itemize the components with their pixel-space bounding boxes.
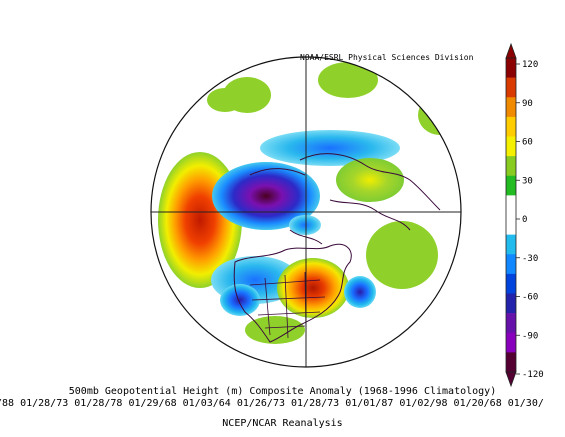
colorbar: 120 90 60 30 0 -30 -60 -90 -120 bbox=[505, 42, 544, 388]
colorbar-frame bbox=[505, 57, 517, 373]
colorbar-tick-label: -90 bbox=[522, 331, 538, 341]
anomaly-purple-siberia bbox=[212, 162, 320, 230]
colorbar-tick-label: -60 bbox=[522, 293, 538, 303]
composite-dates: /88 01/28/73 01/28/78 01/29/68 01/03/64 … bbox=[0, 398, 544, 409]
colorbar-cell bbox=[506, 313, 516, 334]
hemisphere-outline bbox=[150, 56, 462, 368]
colorbar-cell bbox=[506, 77, 516, 98]
colorbar-cell bbox=[506, 58, 516, 78]
colorbar-tick-label: -30 bbox=[522, 254, 538, 264]
colorbar-cell bbox=[506, 156, 516, 177]
colorbar-cell bbox=[506, 215, 516, 235]
anomaly-red-east-america bbox=[277, 258, 349, 318]
colorbar-cell bbox=[506, 97, 516, 118]
colorbar-cell bbox=[506, 273, 516, 294]
anomaly-green-north bbox=[318, 62, 378, 98]
coastlines bbox=[233, 153, 441, 343]
colorbar-tick-label: 0 bbox=[522, 215, 527, 225]
colorbar-bottom-arrow bbox=[505, 371, 517, 388]
colorbar-tick-label: 90 bbox=[522, 99, 533, 109]
graticule bbox=[151, 57, 461, 367]
anomaly-blue-atlantic bbox=[344, 276, 376, 308]
figure-title: 500mb Geopotential Height (m) Composite … bbox=[68, 386, 497, 397]
colorbar-cell bbox=[506, 136, 516, 157]
anomaly-field bbox=[158, 62, 461, 344]
colorbar-cell bbox=[506, 352, 516, 373]
colorbar-tick-label: 120 bbox=[522, 60, 538, 70]
anomaly-green-atlantic bbox=[366, 221, 438, 289]
colorbar-tick-label: 60 bbox=[522, 138, 533, 148]
colorbar-cell bbox=[506, 254, 516, 275]
colorbar-cell bbox=[506, 293, 516, 314]
colorbar-cell bbox=[506, 195, 516, 216]
colorbar-cell bbox=[506, 234, 516, 255]
anomaly-cyan-arctic bbox=[260, 130, 400, 166]
colorbar-cell bbox=[506, 116, 516, 137]
colorbar-top-arrow bbox=[505, 42, 517, 59]
colorbar-tick-label: 30 bbox=[522, 176, 533, 186]
colorbar-tick-label: -120 bbox=[522, 370, 544, 380]
colorbar-cell bbox=[506, 175, 516, 196]
anomaly-yellow-europe bbox=[336, 158, 404, 202]
data-source: NCEP/NCAR Reanalysis bbox=[222, 418, 343, 429]
colorbar-cell bbox=[506, 332, 516, 353]
colorbar-ticks: 120 90 60 30 0 -30 -60 -90 -120 bbox=[516, 60, 544, 380]
colorbar-cells bbox=[506, 58, 516, 373]
credit-label: NOAA/ESRL Physical Sciences Division bbox=[300, 53, 474, 62]
